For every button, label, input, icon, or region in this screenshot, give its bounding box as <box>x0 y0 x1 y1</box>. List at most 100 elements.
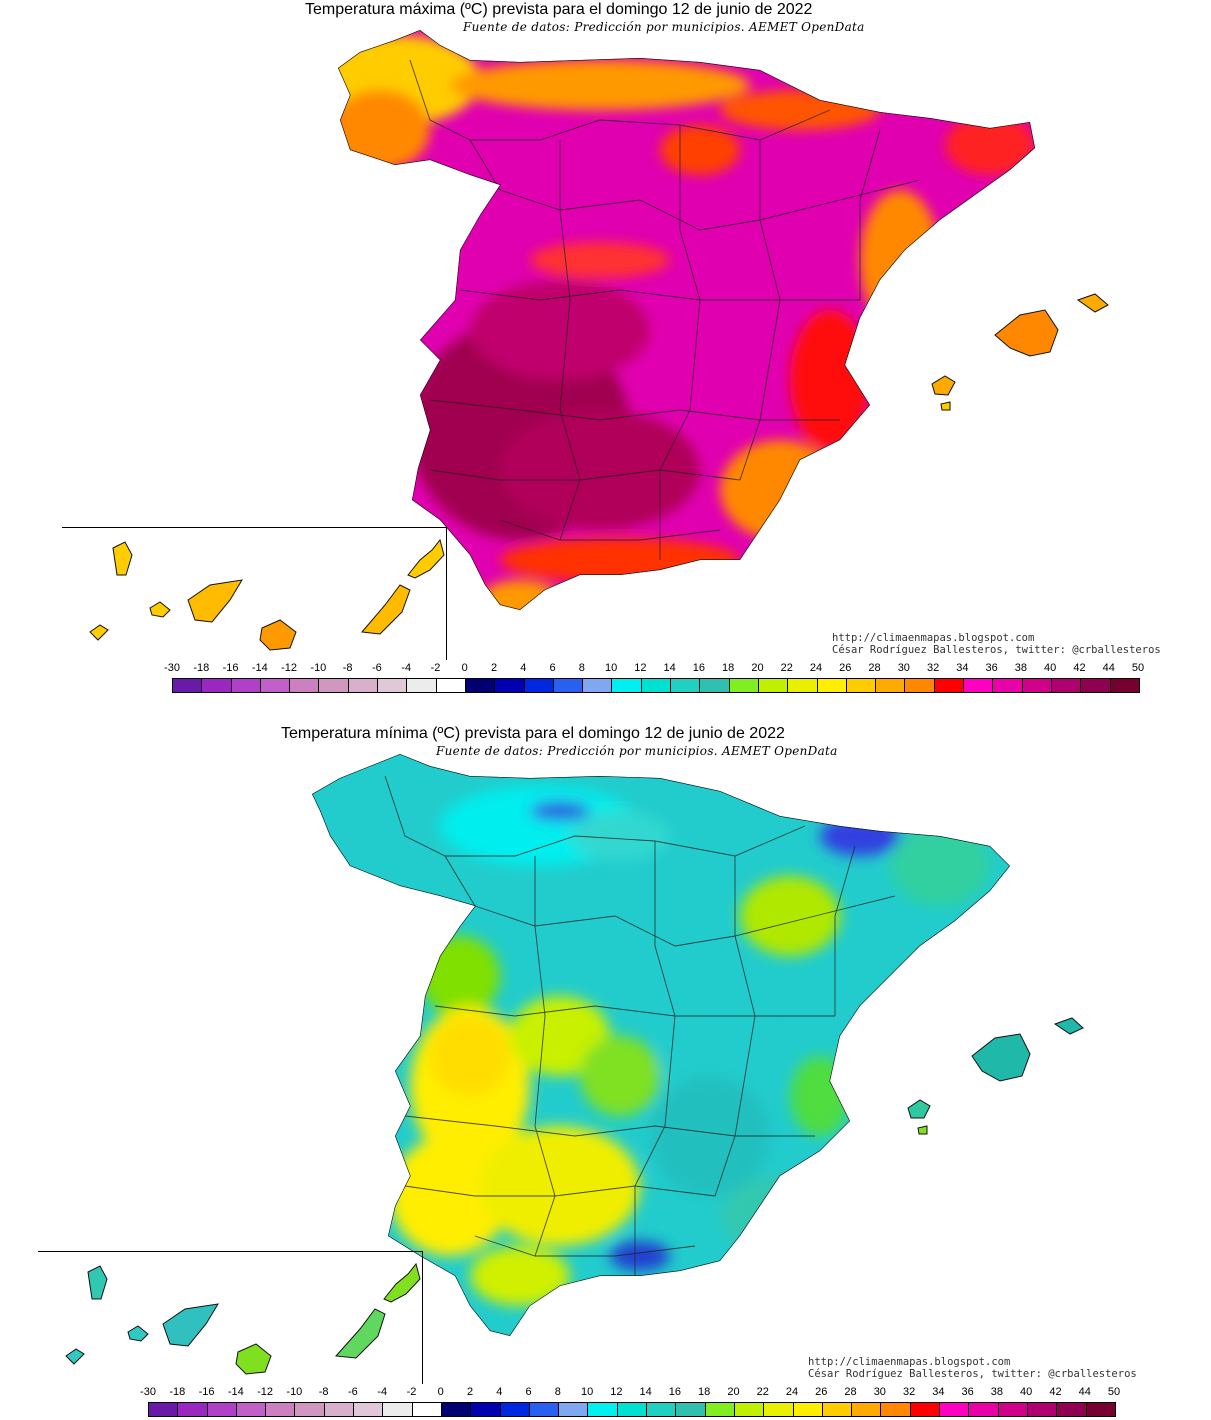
legend-swatch <box>207 1403 237 1416</box>
legend-tick-label: -2 <box>406 1386 417 1398</box>
legend-swatch <box>910 1403 941 1416</box>
legend-swatch <box>588 1403 618 1416</box>
legend-swatch <box>441 1403 472 1416</box>
temperature-legend: -30 -18 -16 -14 -12 -10 -8 -6 -4 -2 0 2 4 6 8 10 12 14 16 1… <box>140 1386 1120 1420</box>
legend-swatch <box>290 679 320 692</box>
legend-tick-label: -8 <box>342 662 353 674</box>
legend-tick-label: 4 <box>496 1386 503 1398</box>
legend-tick-label: 16 <box>668 1386 682 1398</box>
legend-swatch <box>934 679 965 692</box>
legend-tick-label: 2 <box>490 662 498 674</box>
legend-tick-label: 14 <box>639 1386 652 1398</box>
legend-tick-label: 20 <box>751 662 764 674</box>
legend-tick-label: 4 <box>520 662 527 674</box>
legend-swatch <box>524 679 554 692</box>
canary-islands-max <box>89 538 445 651</box>
legend-tick-label: 18 <box>722 662 735 674</box>
legend-swatch <box>998 1403 1028 1416</box>
legend-tick-label: -8 <box>318 1386 329 1398</box>
legend-swatch <box>641 679 672 692</box>
legend-swatch <box>905 679 935 692</box>
max-temperature-panel: Temperatura máxima (ºC) prevista para el… <box>0 0 1211 700</box>
legend-swatch <box>876 679 906 692</box>
map-subtitle: Fuente de datos: Predicción por municipi… <box>436 744 838 758</box>
legend-swatch <box>500 1403 530 1416</box>
legend-swatch <box>378 679 408 692</box>
legend-tick-label: 44 <box>1078 1386 1091 1398</box>
legend-tick-label: 28 <box>868 662 881 674</box>
legend-swatch <box>969 1403 999 1416</box>
legend-tick-label: 8 <box>554 1386 561 1398</box>
map-subtitle: Fuente de datos: Predicción por municipi… <box>463 20 865 34</box>
legend-swatch <box>529 1403 560 1416</box>
legend-swatch <box>383 1403 413 1416</box>
temperature-legend: -30 -18 -16 -14 -12 -10 -8 -6 -4 -2 0 2 4 6 8 10 12 14 16 1… <box>164 662 1144 696</box>
legend-swatch <box>852 1403 882 1416</box>
legend-swatch <box>471 1403 501 1416</box>
legend-swatch <box>846 679 877 692</box>
legend-tick-label: 0 <box>461 662 468 674</box>
legend-swatch <box>236 1403 267 1416</box>
legend-tick-label: 8 <box>578 662 585 674</box>
legend-swatch <box>354 1403 384 1416</box>
legend-swatch <box>817 679 847 692</box>
legend-swatch <box>348 679 379 692</box>
legend-tick-label: -6 <box>348 1386 358 1398</box>
legend-tick-label: -10 <box>310 662 327 674</box>
legend-tick-label: 12 <box>634 662 647 674</box>
legend-swatch <box>553 679 584 692</box>
legend-swatch <box>1027 1403 1058 1416</box>
legend-swatch <box>173 679 203 692</box>
legend-tick-label: 32 <box>926 662 940 674</box>
legend-tick-label: 32 <box>902 1386 916 1398</box>
legend-tick-label: 30 <box>897 662 910 674</box>
legend-tick-labels: -30 -18 -16 -14 -12 -10 -8 -6 -4 -2 0 2 4 6 8 10 12 14 16 1… <box>164 662 1144 676</box>
legend-tick-label: 50 <box>1131 662 1145 674</box>
legend-swatch <box>495 679 525 692</box>
legend-swatch <box>231 679 261 692</box>
legend-swatch <box>729 679 759 692</box>
legend-swatch <box>202 679 232 692</box>
legend-tick-label: -10 <box>286 1386 303 1398</box>
legend-swatch <box>647 1403 677 1416</box>
legend-tick-label: 42 <box>1049 1386 1062 1398</box>
legend-tick-label: 40 <box>1044 662 1057 674</box>
legend-tick-label: 16 <box>692 662 706 674</box>
legend-tick-label: 6 <box>525 1386 532 1398</box>
legend-tick-label: 40 <box>1020 1386 1033 1398</box>
legend-tick-label: 24 <box>785 1386 799 1398</box>
legend-swatch <box>993 679 1023 692</box>
legend-swatch <box>822 1403 853 1416</box>
legend-tick-label: 38 <box>1014 662 1028 674</box>
legend-tick-label: 12 <box>610 1386 623 1398</box>
legend-swatch <box>1022 679 1052 692</box>
legend-swatch <box>1086 1403 1115 1416</box>
legend-tick-label: 2 <box>466 1386 474 1398</box>
legend-swatch <box>319 679 349 692</box>
legend-swatch <box>700 679 730 692</box>
legend-swatch <box>881 1403 911 1416</box>
legend-swatch <box>1081 679 1111 692</box>
legend-swatch <box>412 1403 442 1416</box>
legend-tick-label: 10 <box>604 662 618 674</box>
legend-tick-labels: -30 -18 -16 -14 -12 -10 -8 -6 -4 -2 0 2 4 6 8 10 12 14 16 1… <box>140 1386 1120 1400</box>
credit-author: César Rodríguez Ballesteros, twitter: @c… <box>832 644 1161 656</box>
legend-swatch <box>940 1403 970 1416</box>
legend-swatch <box>612 679 642 692</box>
legend-tick-label: -6 <box>372 662 382 674</box>
legend-color-bar <box>148 1402 1116 1417</box>
legend-tick-label: -30 <box>164 662 180 674</box>
legend-swatch <box>758 679 789 692</box>
legend-swatch <box>465 679 496 692</box>
map-title: Temperatura mínima (ºC) prevista para el… <box>281 725 785 742</box>
legend-tick-label: 42 <box>1073 662 1086 674</box>
legend-tick-label: 44 <box>1102 662 1115 674</box>
legend-swatch <box>793 1403 823 1416</box>
legend-swatch <box>436 679 466 692</box>
legend-swatch <box>734 1403 765 1416</box>
legend-swatch <box>324 1403 355 1416</box>
legend-swatch <box>788 679 818 692</box>
legend-tick-label: -16 <box>222 662 239 674</box>
credit-author: César Rodríguez Ballesteros, twitter: @c… <box>808 1368 1137 1380</box>
canary-inset-frame <box>38 1251 423 1384</box>
